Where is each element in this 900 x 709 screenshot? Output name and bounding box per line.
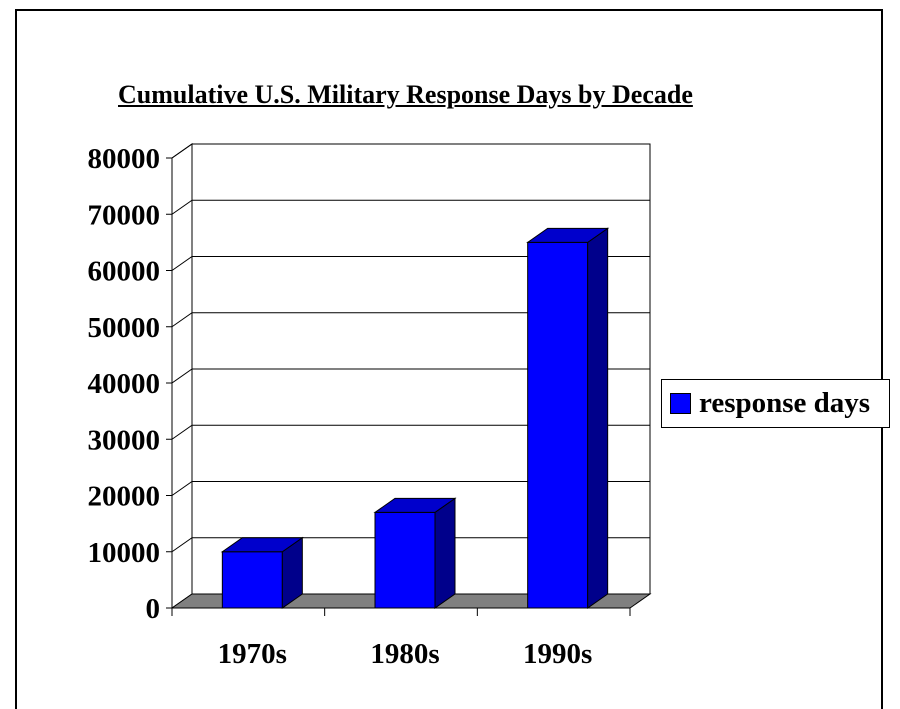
y-tick-label: 20000 (88, 481, 161, 513)
y-tick-label: 80000 (88, 143, 161, 175)
bar-side (434, 497, 456, 609)
chart-title: Cumulative U.S. Military Response Days b… (118, 80, 693, 109)
bar-top (373, 497, 457, 513)
x-tick-label: 1990s (523, 638, 592, 670)
x-axis-ticks: 1970s 1980s 1990s (171, 607, 631, 670)
legend-label: response days (699, 387, 871, 419)
bar-top (220, 537, 304, 553)
bar-front (374, 511, 436, 609)
y-tick-label: 40000 (88, 368, 161, 400)
bar-1970s (220, 536, 304, 609)
y-tick-label: 60000 (88, 256, 161, 288)
gridline (171, 312, 650, 328)
x-tick-label: 1980s (370, 638, 439, 670)
bars (220, 227, 610, 609)
gridline (171, 481, 650, 496)
bar-1980s (373, 497, 457, 609)
gridline (171, 368, 650, 384)
chart-frame (15, 9, 883, 709)
bar-side (587, 227, 609, 609)
gridline (171, 143, 650, 159)
x-tick-label: 1970s (218, 638, 287, 670)
y-tick-label: 10000 (88, 537, 161, 569)
gridlines (171, 143, 650, 553)
bar-1990s (526, 227, 610, 609)
gridline (171, 424, 650, 440)
y-tick-label: 50000 (88, 312, 161, 344)
y-tick-label: 0 (146, 593, 161, 625)
legend-swatch (670, 393, 691, 414)
y-tick-label: 30000 (88, 424, 161, 456)
y-axis-ticks: 0 10000 20000 30000 40000 50000 60000 70000 8000… (88, 143, 172, 625)
gridline (171, 537, 650, 553)
bar-top (526, 227, 610, 243)
y-tick-label: 70000 (88, 199, 161, 231)
gridline (171, 199, 650, 215)
gridline (171, 256, 650, 271)
legend: response days (661, 379, 890, 428)
bar-front (221, 551, 283, 609)
bar-front (527, 241, 589, 609)
